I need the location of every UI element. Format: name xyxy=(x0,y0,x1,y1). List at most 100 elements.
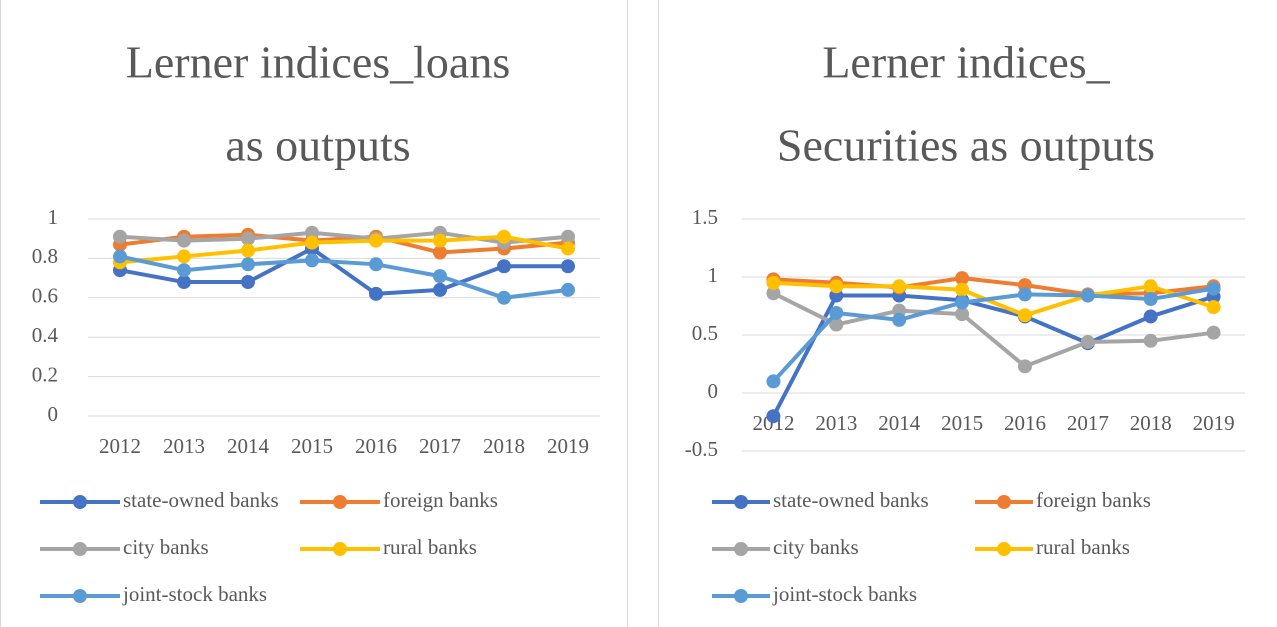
point xyxy=(766,374,781,389)
point xyxy=(829,279,844,294)
chart-title: as outputs xyxy=(225,120,410,171)
point xyxy=(1017,287,1032,302)
x-tick-label: 2014 xyxy=(878,411,921,435)
point xyxy=(305,225,319,240)
y-tick-label: 0.2 xyxy=(32,362,58,386)
legend-label: joint-stock banks xyxy=(772,582,917,606)
point xyxy=(1080,288,1095,303)
chart-title: Securities as outputs xyxy=(777,120,1155,171)
x-tick-label: 2014 xyxy=(227,434,270,458)
point xyxy=(955,295,970,310)
point xyxy=(1206,281,1221,296)
point xyxy=(497,290,511,305)
point xyxy=(241,275,255,290)
y-tick-label: 0.8 xyxy=(32,244,58,268)
point xyxy=(766,409,781,424)
point xyxy=(955,307,970,322)
point xyxy=(177,263,191,278)
point xyxy=(1143,309,1158,324)
legend-label: foreign banks xyxy=(383,488,498,512)
legend-marker xyxy=(734,495,748,509)
point xyxy=(369,257,383,272)
point xyxy=(113,229,127,244)
panel xyxy=(658,0,659,627)
point xyxy=(892,312,907,327)
point xyxy=(369,286,383,301)
legend-label: city banks xyxy=(123,535,209,559)
x-tick-label: 2016 xyxy=(355,434,397,458)
x-tick-label: 2017 xyxy=(419,434,461,458)
point xyxy=(1143,292,1158,307)
legend-marker xyxy=(73,589,87,603)
x-tick-label: 2017 xyxy=(1067,411,1109,435)
x-tick-label: 2013 xyxy=(815,411,857,435)
x-tick-label: 2019 xyxy=(547,434,589,458)
legend-marker xyxy=(734,589,748,603)
series-line xyxy=(119,234,569,265)
legend-marker xyxy=(73,495,87,509)
point xyxy=(113,249,127,264)
point xyxy=(497,259,511,274)
point xyxy=(1017,359,1032,374)
y-tick-label: 0 xyxy=(48,402,59,426)
point xyxy=(561,241,575,256)
point xyxy=(177,275,191,290)
series-line xyxy=(771,293,1215,418)
series-line xyxy=(773,276,1214,297)
point xyxy=(433,245,447,260)
legend-marker xyxy=(73,542,87,556)
legend-label: rural banks xyxy=(383,535,477,559)
y-tick-label: 1 xyxy=(48,205,59,229)
legend-marker xyxy=(997,495,1011,509)
point xyxy=(1206,300,1221,315)
point xyxy=(561,229,575,244)
y-tick-label: 1.5 xyxy=(692,205,718,229)
x-tick-label: 2015 xyxy=(291,434,333,458)
y-tick-label: 0.6 xyxy=(32,284,58,308)
point xyxy=(177,249,191,264)
legend-marker xyxy=(333,542,347,556)
point xyxy=(561,282,575,297)
y-tick-label: 0.5 xyxy=(692,321,718,345)
y-tick-label: -0.5 xyxy=(685,437,718,461)
point xyxy=(241,231,255,246)
point xyxy=(955,282,970,297)
y-tick-label: 1 xyxy=(708,263,719,287)
x-tick-label: 2013 xyxy=(163,434,205,458)
legend-label: state-owned banks xyxy=(123,488,279,512)
x-tick-label: 2018 xyxy=(483,434,525,458)
point xyxy=(1143,333,1158,348)
point xyxy=(305,253,319,268)
x-tick-label: 2019 xyxy=(1193,411,1235,435)
point xyxy=(1143,279,1158,294)
x-tick-label: 2016 xyxy=(1004,411,1046,435)
legend-label: joint-stock banks xyxy=(122,582,267,606)
point xyxy=(955,271,970,286)
legend-marker xyxy=(734,542,748,556)
point xyxy=(433,233,447,248)
x-tick-label: 2012 xyxy=(99,434,141,458)
chart-title: Lerner indices_ xyxy=(822,37,1110,88)
legend-label: foreign banks xyxy=(1036,488,1151,512)
point xyxy=(241,257,255,272)
point xyxy=(177,233,191,248)
point xyxy=(369,233,383,248)
point xyxy=(305,235,319,250)
point xyxy=(1017,308,1032,323)
series-line xyxy=(119,246,568,296)
legend-label: state-owned banks xyxy=(773,488,929,512)
point xyxy=(1080,334,1095,349)
legend-marker xyxy=(997,542,1011,556)
x-tick-label: 2018 xyxy=(1130,411,1172,435)
point xyxy=(892,279,907,294)
series-line xyxy=(119,254,569,300)
point xyxy=(829,317,844,332)
series-line xyxy=(772,291,1214,369)
point xyxy=(829,305,844,320)
point xyxy=(766,275,781,290)
point xyxy=(241,243,255,258)
legend-marker xyxy=(333,495,347,509)
panel xyxy=(0,0,628,627)
